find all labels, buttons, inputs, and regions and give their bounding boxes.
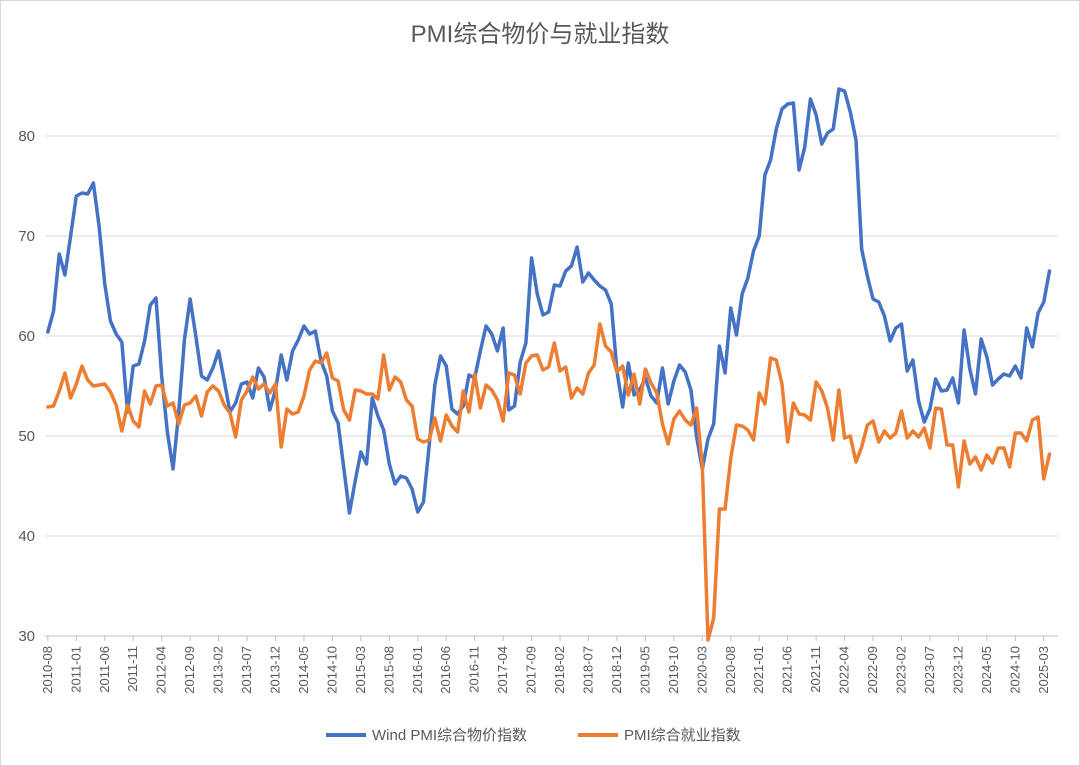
x-tick-label: 2023-07	[922, 646, 937, 694]
x-tick-label: 2014-10	[324, 646, 339, 694]
x-tick-label: 2011-01	[68, 646, 83, 693]
series-lines	[46, 87, 1052, 642]
x-tick-label: 2015-03	[353, 646, 368, 694]
chart-title: PMI综合物价与就业指数	[411, 21, 670, 48]
x-tick-label: 2019-05	[637, 646, 652, 694]
x-tick-label: 2020-08	[723, 646, 738, 694]
y-axis-ticks: 30 40 50 60 70 80	[18, 128, 35, 645]
legend-label-wind-price: Wind PMI综合物价指数	[372, 727, 527, 744]
x-axis-ticks: 2010-08 2011-01 2011-06 2011-11 2012-04 2012-…	[40, 636, 1051, 694]
x-tick-label: 2012-04	[154, 646, 169, 694]
x-tick-label: 2023-12	[950, 646, 965, 694]
gridlines	[45, 135, 1058, 637]
series-line-employment	[46, 322, 1052, 642]
y-tick-label: 30	[18, 628, 35, 645]
x-tick-label: 2018-02	[552, 646, 567, 694]
x-tick-label: 2014-05	[296, 646, 311, 694]
x-tick-label: 2017-04	[495, 646, 510, 694]
x-tick-label: 2021-01	[751, 646, 766, 694]
y-tick-label: 60	[18, 328, 35, 345]
x-tick-label: 2019-10	[666, 646, 681, 694]
x-tick-label: 2012-09	[182, 646, 197, 694]
x-tick-label: 2024-05	[979, 646, 994, 694]
y-tick-label: 40	[18, 528, 35, 545]
x-tick-label: 2025-03	[1036, 646, 1051, 694]
x-tick-label: 2021-11	[808, 646, 823, 693]
x-tick-label: 2023-02	[893, 646, 908, 694]
x-tick-label: 2017-09	[524, 646, 539, 694]
x-tick-label: 2018-12	[609, 646, 624, 694]
x-tick-label: 2024-10	[1007, 646, 1022, 694]
y-tick-label: 80	[18, 128, 35, 145]
y-tick-label: 70	[18, 228, 35, 245]
legend: Wind PMI综合物价指数 PMI综合就业指数	[326, 727, 741, 744]
x-tick-label: 2021-06	[780, 646, 795, 694]
x-tick-label: 2011-11	[125, 646, 140, 692]
x-tick-label: 2013-07	[239, 646, 254, 694]
legend-label-employment: PMI综合就业指数	[624, 727, 741, 744]
x-tick-label: 2016-06	[438, 646, 453, 694]
x-tick-label: 2013-02	[211, 646, 226, 694]
x-tick-label: 2018-07	[580, 646, 595, 694]
x-tick-label: 2016-01	[410, 646, 425, 694]
y-tick-label: 50	[18, 428, 35, 445]
x-tick-label: 2011-06	[97, 646, 112, 693]
x-tick-label: 2022-09	[865, 646, 880, 694]
x-tick-label: 2015-08	[381, 646, 396, 694]
x-tick-label: 2013-12	[267, 646, 282, 694]
series-line-wind-price	[46, 87, 1052, 515]
x-tick-label: 2022-04	[837, 646, 852, 694]
x-tick-label: 2020-03	[694, 646, 709, 694]
x-tick-label: 2016-11	[467, 646, 482, 693]
x-tick-label: 2010-08	[40, 646, 55, 694]
